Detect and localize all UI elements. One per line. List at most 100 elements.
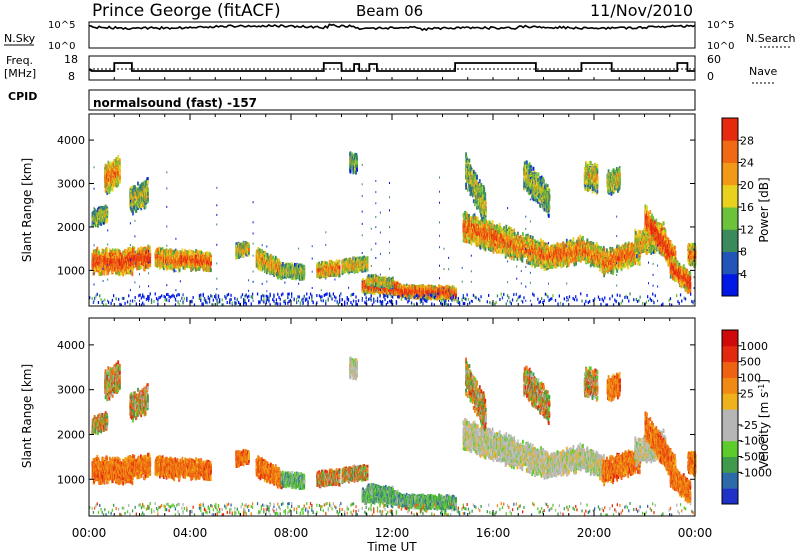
freq-series [89, 62, 695, 72]
heatmap-cell [121, 255, 124, 260]
heatmap-cell [126, 477, 129, 482]
heatmap-cell [121, 478, 124, 483]
heatmap-cell [106, 456, 109, 461]
heatmap-cell [124, 457, 127, 462]
heatmap-cell [124, 271, 127, 276]
heatmap-cell [103, 457, 105, 462]
noise-sky-series [88, 23, 696, 32]
freq-label: Freq. [6, 54, 33, 67]
heatmap-cell [101, 456, 104, 461]
heatmap-cell [118, 250, 121, 254]
heatmap-cell [149, 249, 152, 253]
heatmap-cell [99, 476, 102, 481]
heatmap-cell [101, 248, 104, 253]
heatmap-cell [139, 462, 142, 467]
heatmap-cell [103, 271, 106, 276]
heatmap-cell [96, 455, 99, 459]
heatmap-cell [102, 461, 105, 466]
heatmap-cell [101, 271, 104, 276]
heatmap-cell [92, 473, 94, 478]
heatmap-cell [94, 249, 97, 253]
heatmap-cell [131, 259, 134, 264]
heatmap-cell [140, 471, 143, 476]
heatmap-cell [98, 251, 100, 256]
heatmap-cell [101, 461, 104, 466]
heatmap-cell [140, 473, 143, 478]
heatmap-cell [101, 480, 104, 485]
noise-left-tick-low: 10^0 [48, 41, 75, 52]
heatmap-cell [120, 271, 122, 276]
heatmap-cell [103, 249, 105, 254]
heatmap-cell [100, 477, 103, 482]
heatmap-cell [176, 250, 179, 255]
heatmap-cell [140, 262, 143, 267]
heatmap-cell [97, 268, 100, 273]
heatmap-cell [118, 460, 121, 465]
heatmap-cell [111, 253, 114, 258]
heatmap-cell [118, 252, 121, 257]
heatmap-cell [140, 467, 142, 472]
heatmap-cell [103, 480, 106, 485]
freq-panel-frame [88, 55, 696, 81]
heatmap-cell [138, 457, 141, 462]
heatmap-cell [116, 463, 118, 468]
heatmap-cell [118, 480, 121, 485]
heatmap-cell [131, 454, 134, 458]
heatmap-cell [94, 457, 97, 462]
heatmap-cell [104, 264, 107, 269]
heatmap-cell [110, 249, 113, 254]
heatmap-cell [102, 253, 105, 258]
heatmap-cell [188, 459, 191, 464]
heatmap-cell [97, 477, 100, 482]
heatmap-cell [98, 258, 100, 263]
heatmap-cell [99, 481, 102, 485]
heatmap-cell [136, 475, 138, 480]
heatmap-cell [107, 270, 110, 275]
heatmap-cell [124, 248, 127, 253]
noise-right-tick-low: 10^0 [707, 41, 734, 52]
noise-search-label: N.Search [746, 32, 796, 45]
beam-label: Beam 06 [356, 2, 423, 20]
cpid-panel-frame [88, 89, 696, 111]
heatmap-cell [98, 459, 100, 464]
heatmap-cell [117, 477, 119, 482]
heatmap-cell [111, 461, 114, 466]
heatmap-cell [149, 461, 152, 466]
heatmap-cell [117, 249, 120, 253]
heatmap-cell [132, 249, 135, 254]
heatmap-cell [173, 477, 176, 482]
noise-right-tick-high: 10^5 [707, 20, 734, 31]
heatmap-cell [131, 465, 134, 470]
heatmap-cell [125, 475, 128, 480]
heatmap-cell [138, 474, 141, 479]
heatmap-cell [125, 248, 128, 253]
heatmap-cell [97, 265, 100, 270]
heatmap-cell [130, 479, 133, 484]
heatmap-cell [140, 265, 143, 269]
heatmap-cell [127, 247, 130, 252]
heatmap-cell [188, 251, 191, 256]
heatmap-cell [136, 472, 138, 476]
heatmap-cell [140, 259, 142, 264]
heatmap-cell [96, 246, 99, 251]
heatmap-cell [120, 480, 122, 485]
freq-tick-high: 18 [64, 53, 78, 66]
heatmap-cell [124, 463, 127, 468]
heatmap-cell [108, 476, 111, 481]
heatmap-cell [95, 476, 98, 481]
heatmap-cell [108, 267, 111, 272]
heatmap-cell [140, 454, 142, 459]
heatmap-cell [101, 253, 104, 258]
heatmap-cell [110, 458, 113, 463]
nave-tick-low: 0 [707, 70, 714, 83]
heatmap-cell [124, 255, 127, 259]
heatmap-cell [99, 268, 102, 272]
heatmap-cell [117, 268, 119, 273]
date-label: 11/Nov/2010 [590, 1, 693, 20]
heatmap-cell [121, 464, 124, 469]
heatmap-cell [122, 481, 124, 486]
heatmap-cell [110, 254, 112, 259]
heatmap-cell [149, 263, 152, 268]
heatmap-cell [98, 467, 100, 471]
